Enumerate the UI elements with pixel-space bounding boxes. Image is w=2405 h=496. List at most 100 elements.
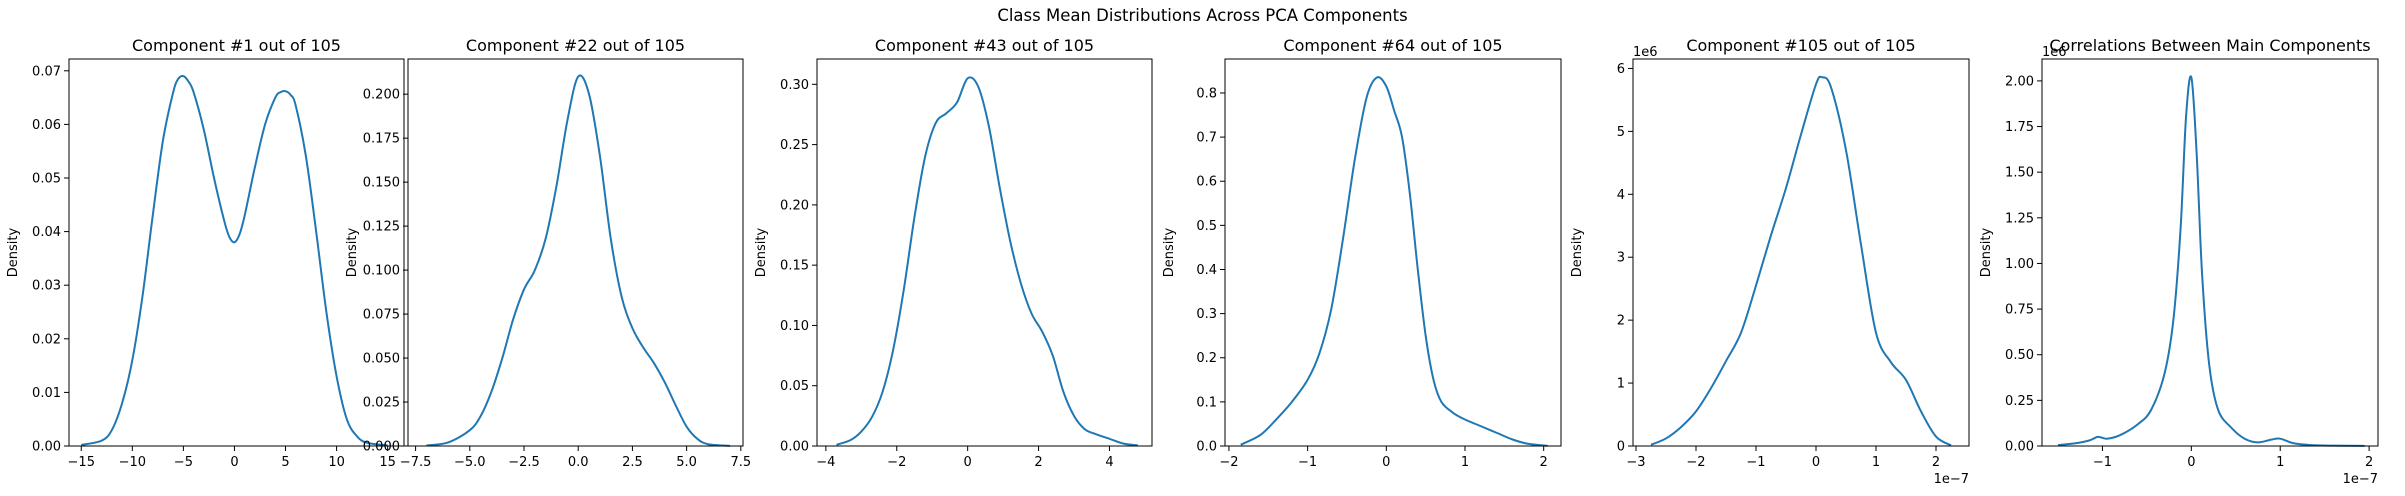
y-tick-label: 0.00 bbox=[32, 440, 61, 455]
x-tick-label: 0 bbox=[1382, 455, 1390, 470]
density-line bbox=[836, 76, 1138, 447]
chart-panel-3: −4 −2 0 2 4 0.00 0.05 0.10 0.15 0.20 0.25 0.30 Compo… bbox=[754, 36, 1153, 470]
x-tick-label: 1 bbox=[2276, 455, 2284, 470]
x-tick-label: 0 bbox=[230, 455, 238, 470]
y-tick-label: 0.150 bbox=[363, 176, 400, 191]
density-line bbox=[426, 74, 731, 447]
y-tick-label: 0.3 bbox=[1196, 307, 1217, 322]
y-axis-label: Density bbox=[1570, 227, 1585, 277]
y-tick-label: 5 bbox=[1617, 125, 1625, 140]
y-tick-label: 2.00 bbox=[2005, 74, 2034, 89]
panel-title: Correlations Between Main Components bbox=[2049, 36, 2370, 55]
y-tick-label: 0.02 bbox=[32, 332, 61, 347]
y-tick-label: 1.75 bbox=[2005, 120, 2034, 135]
x-tick-label: −1 bbox=[1298, 455, 1317, 470]
y-tick-label: 0.000 bbox=[363, 440, 400, 455]
axes-frame bbox=[2041, 58, 2379, 447]
y-tick-label: 0.25 bbox=[2005, 394, 2034, 409]
y-tick-label: 4 bbox=[1617, 188, 1625, 203]
x-tick-label: 0 bbox=[964, 455, 972, 470]
x-tick-label: 2 bbox=[1932, 455, 1940, 470]
y-tick-label: 1 bbox=[1617, 377, 1625, 392]
chart-panel-4: −2 −1 0 1 2 0.0 0.1 0.2 0.3 0.4 0.5 0.6 0.7 0.8 Compon… bbox=[1162, 36, 1562, 470]
x-tick-label: 0.0 bbox=[568, 455, 589, 470]
x-tick-label: −2 bbox=[1219, 455, 1238, 470]
panel-title: Component #22 out of 105 bbox=[466, 36, 685, 55]
chart-panel-6: −1 0 1 2 0.00 0.25 0.50 0.75 1.00 1.25 1.50 1.75 2.0… bbox=[1979, 36, 2379, 487]
y-tick-label: 0.7 bbox=[1196, 131, 1217, 146]
axes-frame bbox=[68, 58, 405, 447]
y-tick-label: 0.25 bbox=[780, 138, 809, 153]
y-axis-label: Density bbox=[754, 227, 769, 277]
y-tick-label: 0 bbox=[1617, 440, 1625, 455]
y-tick-label: 0.00 bbox=[2005, 440, 2034, 455]
y-tick-label: 0.75 bbox=[2005, 303, 2034, 318]
y-tick-label: 1.25 bbox=[2005, 211, 2034, 226]
y-tick-label: 0.100 bbox=[363, 264, 400, 279]
axes-frame bbox=[407, 58, 744, 447]
density-line bbox=[2057, 75, 2365, 447]
x-tick-label: 15 bbox=[379, 455, 396, 470]
y-tick-label: 0.6 bbox=[1196, 175, 1217, 190]
x-tick-label: 0 bbox=[1812, 455, 1820, 470]
y-tick-label: 0.06 bbox=[32, 118, 61, 133]
x-tick-label: 10 bbox=[328, 455, 345, 470]
x-tick-label: −5 bbox=[174, 455, 193, 470]
x-tick-label: −10 bbox=[119, 455, 146, 470]
x-offset-label: 1e−7 bbox=[2343, 472, 2378, 487]
x-tick-label: 2 bbox=[1540, 455, 1548, 470]
panel-title: Component #43 out of 105 bbox=[875, 36, 1094, 55]
x-tick-label: −2.5 bbox=[508, 455, 540, 470]
y-tick-label: 0.5 bbox=[1196, 219, 1217, 234]
y-tick-label: 0.4 bbox=[1196, 263, 1217, 278]
y-tick-label: 0.01 bbox=[32, 386, 61, 401]
y-axis-label: Density bbox=[1979, 227, 1994, 277]
x-tick-label: 1 bbox=[1461, 455, 1469, 470]
y-tick-label: 0.200 bbox=[363, 88, 400, 103]
y-tick-label: 0.10 bbox=[780, 319, 809, 334]
chart-panel-2: −7.5 −5.0 −2.5 0.0 2.5 5.0 7.5 0.000 0.025 0.050 0… bbox=[345, 36, 751, 470]
figure-title: Class Mean Distributions Across PCA Comp… bbox=[997, 6, 1408, 25]
x-tick-label: −1 bbox=[1746, 455, 1765, 470]
chart-panel-1: −15 −10 −5 0 5 10 15 0.00 0.01 0.02 0.03 0.04 0.05 0.… bbox=[6, 36, 405, 470]
y-tick-label: 0.025 bbox=[363, 396, 400, 411]
x-tick-label: 2.5 bbox=[622, 455, 643, 470]
y-offset-label: 1e6 bbox=[2042, 45, 2067, 60]
y-tick-label: 0.1 bbox=[1196, 395, 1217, 410]
y-tick-label: 0.15 bbox=[780, 259, 809, 274]
y-tick-label: 0.050 bbox=[363, 352, 400, 367]
x-tick-label: 5 bbox=[281, 455, 289, 470]
x-tick-label: −4 bbox=[816, 455, 835, 470]
y-tick-label: 0.125 bbox=[363, 220, 400, 235]
y-tick-label: 0.175 bbox=[363, 132, 400, 147]
y-tick-label: 0.04 bbox=[32, 225, 61, 240]
y-tick-label: 1.50 bbox=[2005, 166, 2034, 181]
panel-title: Component #105 out of 105 bbox=[1686, 36, 1915, 55]
x-tick-label: 1 bbox=[1872, 455, 1880, 470]
panel-title: Component #1 out of 105 bbox=[132, 36, 341, 55]
x-tick-label: −3 bbox=[1626, 455, 1645, 470]
y-tick-label: 0.8 bbox=[1196, 86, 1217, 101]
y-tick-label: 0.075 bbox=[363, 308, 400, 323]
x-tick-label: 2 bbox=[1034, 455, 1042, 470]
y-tick-label: 6 bbox=[1617, 62, 1625, 77]
x-tick-label: 7.5 bbox=[730, 455, 751, 470]
x-offset-label: 1e−7 bbox=[1934, 472, 1969, 487]
y-tick-label: 0.30 bbox=[780, 78, 809, 93]
axes-frame bbox=[1632, 58, 1970, 447]
x-tick-label: 4 bbox=[1105, 455, 1113, 470]
x-tick-label: 0 bbox=[2187, 455, 2195, 470]
x-tick-label: 5.0 bbox=[676, 455, 697, 470]
density-line bbox=[1650, 75, 1952, 447]
x-tick-label: 2 bbox=[2365, 455, 2373, 470]
axes-frame bbox=[816, 58, 1153, 447]
x-tick-label: −1 bbox=[2093, 455, 2112, 470]
y-tick-label: 2 bbox=[1617, 314, 1625, 329]
x-tick-label: −2 bbox=[887, 455, 906, 470]
chart-panel-5: −3 −2 −1 0 1 2 0 1 2 3 4 5 6 Component #105 out of 10… bbox=[1570, 36, 1970, 487]
y-tick-label: 3 bbox=[1617, 251, 1625, 266]
panel-title: Component #64 out of 105 bbox=[1283, 36, 1502, 55]
y-tick-label: 0.50 bbox=[2005, 348, 2034, 363]
x-tick-label: −2 bbox=[1686, 455, 1705, 470]
